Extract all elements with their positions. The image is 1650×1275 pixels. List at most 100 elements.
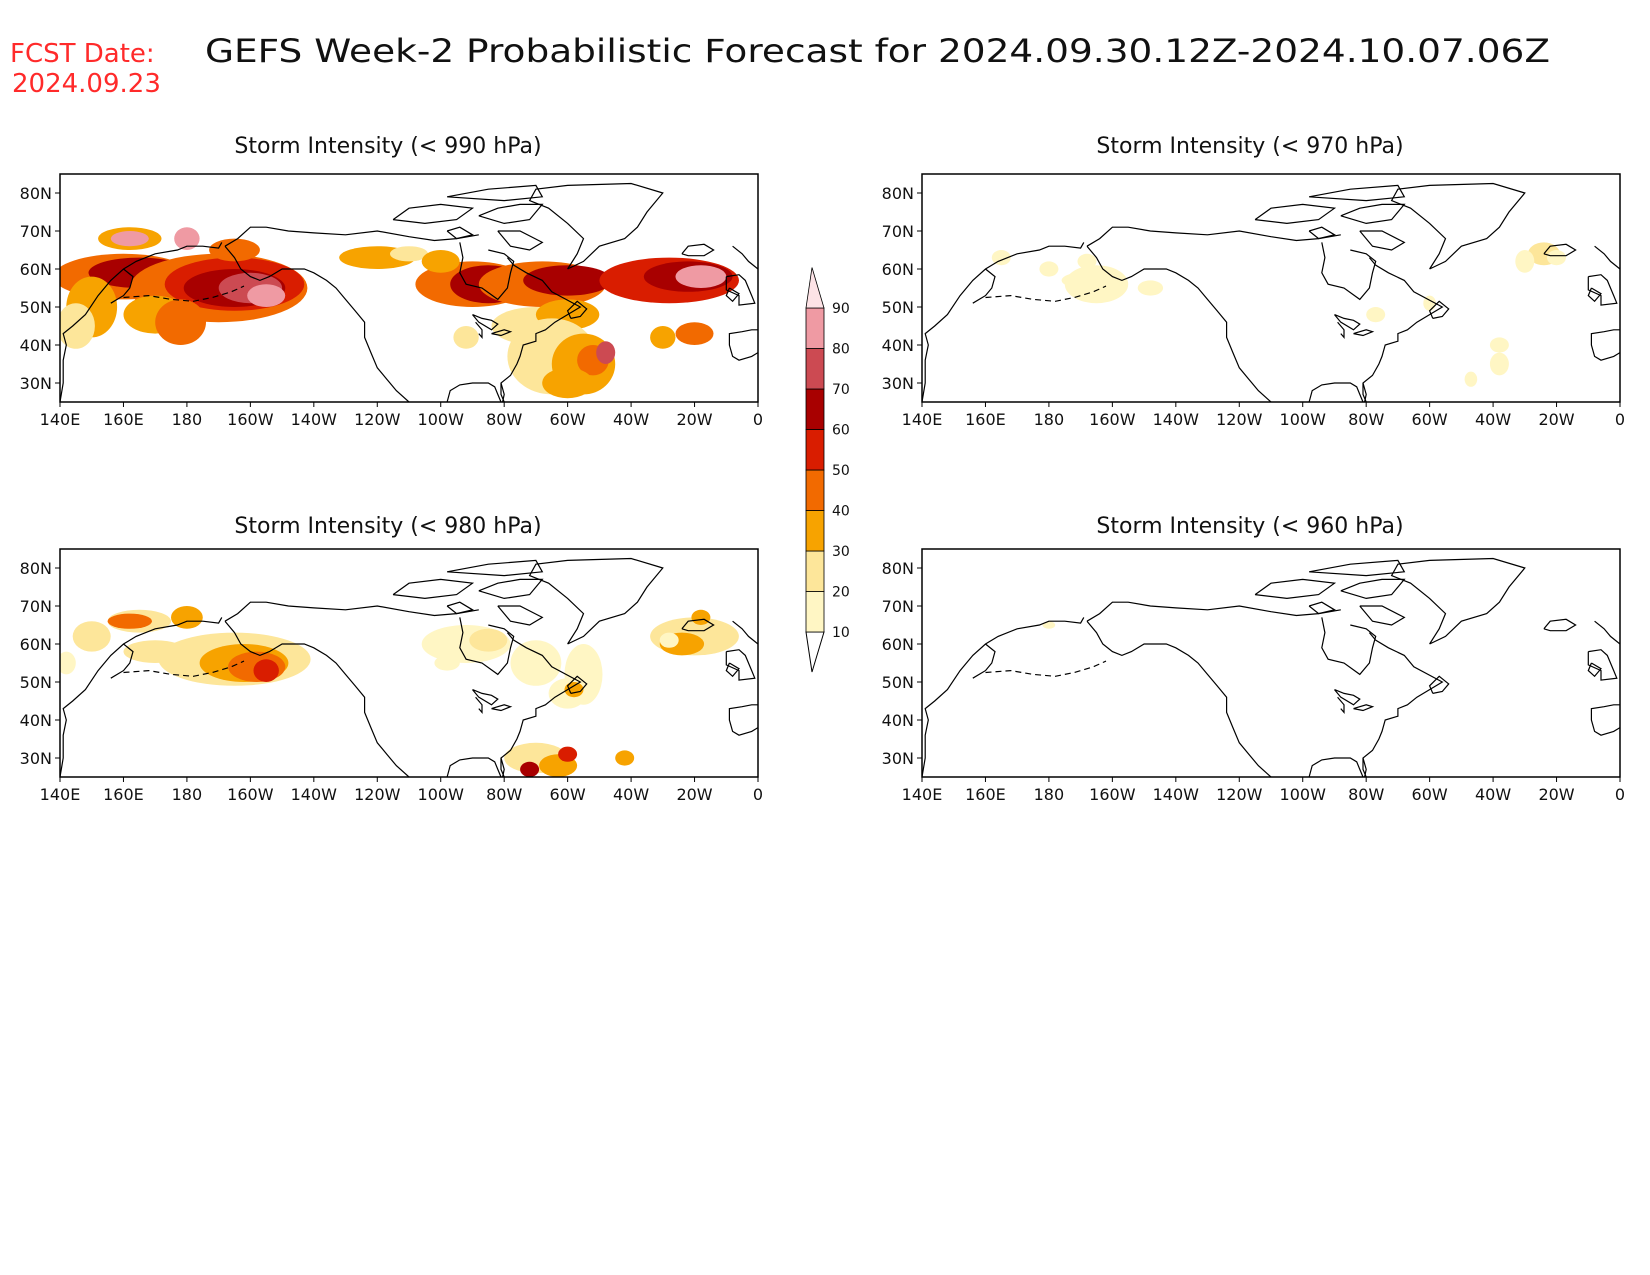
probability-region [155,299,207,346]
lat-tick-label: 70N [882,597,914,616]
panel-960: Storm Intensity (< 960 hPa) 140E 160E 180 1… [882,514,1625,804]
lat-tick-label: 80N [20,184,52,203]
coastline [1362,257,1444,402]
lon-tick-label: 120W [1216,410,1263,429]
coastline [224,601,479,622]
lon-tick-label: 120W [354,785,401,804]
coastline [446,382,502,402]
probability-region [253,659,279,682]
coastline [1308,184,1406,202]
coastline [1337,696,1345,715]
probability-region [434,655,460,671]
lon-tick-label: 180 [172,785,203,804]
coastline [475,321,483,340]
lon-tick-label: 140W [291,410,338,429]
lat-tick-label: 30N [20,749,52,768]
probability-region [390,246,428,262]
colorbar-segment [805,307,825,349]
coastline [1308,559,1406,577]
coastline [123,285,245,302]
plot-frame [921,173,1621,403]
coastline [681,618,715,632]
fcst-date-value: 2024.09.23 [12,69,161,99]
coastline [1590,704,1620,736]
coastline [681,243,715,257]
coastline [1308,757,1364,777]
probability-region [469,628,508,652]
coastline [1086,245,1272,402]
coastline [475,696,483,715]
coastline [1353,329,1375,337]
coastline [500,757,505,777]
probability-fill [60,227,739,399]
coastline [1359,230,1406,251]
colorbar-level-label: 10 [832,625,850,641]
lat-tick-label: 80N [882,559,914,578]
probability-region [421,250,460,273]
coastline [1340,578,1406,600]
lat-tick-label: 30N [882,374,914,393]
lat-tick-label: 50N [882,298,914,317]
lon-tick-label: 160W [227,785,274,804]
coastline [500,257,582,402]
coastline [110,643,134,679]
colorbar-segment [805,388,825,430]
lon-tick-label: 20W [676,785,712,804]
lon-tick-label: 160W [1089,785,1136,804]
coastline [497,230,544,251]
probability-region [1077,253,1097,269]
figure-title: GEFS Week-2 Probabilistic Forecast for 2… [205,32,1550,70]
coastline [725,274,756,306]
lon-tick-label: 80W [1348,410,1384,429]
coastline [1362,757,1367,777]
lon-tick-label: 180 [1034,785,1065,804]
coastline [1308,601,1337,615]
coastline [1587,662,1602,678]
coastline-map [922,182,1620,402]
lon-tick-label: 120W [1216,785,1263,804]
axis-labels: 140E 160E 180 160W 140W 120W 100W 80W 60W 40W 20W 0… [882,184,1625,429]
fcst-date-label: FCST Date: [10,39,155,69]
coastline [60,242,223,402]
lat-tick-label: 60N [882,260,914,279]
lon-tick-label: 60W [550,785,586,804]
colorbar-level-label: 70 [832,382,850,398]
colorbar-segment [805,348,825,390]
lat-tick-label: 30N [882,749,914,768]
coastline [922,242,1085,402]
probability-region [675,265,727,288]
lon-tick-label: 80W [486,410,522,429]
coastline [1543,243,1577,257]
colorbar-segment [805,429,825,471]
lon-tick-label: 20W [1538,410,1574,429]
coastline [725,662,740,678]
lat-tick-label: 30N [20,374,52,393]
panel-title: Storm Intensity (< 960 hPa) [1096,514,1403,539]
lat-tick-label: 70N [20,222,52,241]
coastline [566,300,588,319]
lat-tick-label: 60N [882,635,914,654]
lon-tick-label: 180 [1034,410,1065,429]
coastline [459,242,515,301]
coastline [1337,321,1345,340]
coastline-map [60,182,758,402]
coastline [725,287,740,303]
coastline [732,245,758,270]
coastline [732,620,758,645]
lon-tick-label: 0 [1615,785,1625,804]
probability-region [107,613,152,629]
coastline [446,757,502,777]
lon-tick-label: 120W [354,410,401,429]
lon-tick-label: 160W [227,410,274,429]
panel-title: Storm Intensity (< 970 hPa) [1096,134,1403,159]
colorbar-level-label: 80 [832,342,850,358]
coastline [1587,649,1618,681]
lon-tick-label: 100W [1280,410,1327,429]
axis-labels: 140E 160E 180 160W 140W 120W 100W 80W 60W 40W 20W 0… [882,559,1625,804]
coastline [985,285,1107,302]
coastline [728,704,758,736]
probability-fill [991,242,1566,387]
probability-region [1137,280,1164,296]
lon-tick-label: 40W [613,410,649,429]
coastline [1321,617,1377,676]
